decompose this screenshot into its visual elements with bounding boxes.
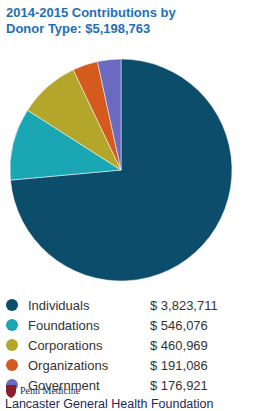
footer: Penn MedicineLancaster General Health Fo… (5, 385, 214, 411)
legend-swatch (6, 319, 18, 331)
pie-slice (10, 59, 232, 281)
legend-swatch (6, 299, 18, 311)
legend-value: $ 176,921 (150, 378, 208, 393)
legend-value: $ 546,076 (150, 318, 208, 333)
annotation: Lancaster General Health Foundation (5, 397, 214, 411)
legend-swatch (6, 339, 18, 351)
legend-label: Foundations (28, 318, 100, 333)
legend-swatch (6, 359, 18, 371)
legend-value: $ 191,086 (150, 358, 208, 373)
legend: Individuals $ 3,823,711 Foundations $ 546,0… (6, 298, 218, 393)
legend-value: $ 3,823,711 (150, 298, 218, 313)
legend-label: Organizations (28, 358, 109, 373)
annotation: Penn Medicine (20, 385, 81, 396)
chart: 2014-2015 Contributions byDonor Type: $5… (0, 0, 266, 411)
title-line: 2014-2015 Contributions by (6, 5, 177, 20)
pie (10, 59, 232, 281)
title-line: Donor Type: $5,198,763 (6, 21, 150, 36)
legend-value: $ 460,969 (150, 338, 208, 353)
legend-label: Corporations (28, 338, 103, 353)
legend-label: Individuals (28, 298, 90, 313)
title: 2014-2015 Contributions byDonor Type: $5… (6, 5, 177, 36)
pie-slice (97, 59, 121, 170)
